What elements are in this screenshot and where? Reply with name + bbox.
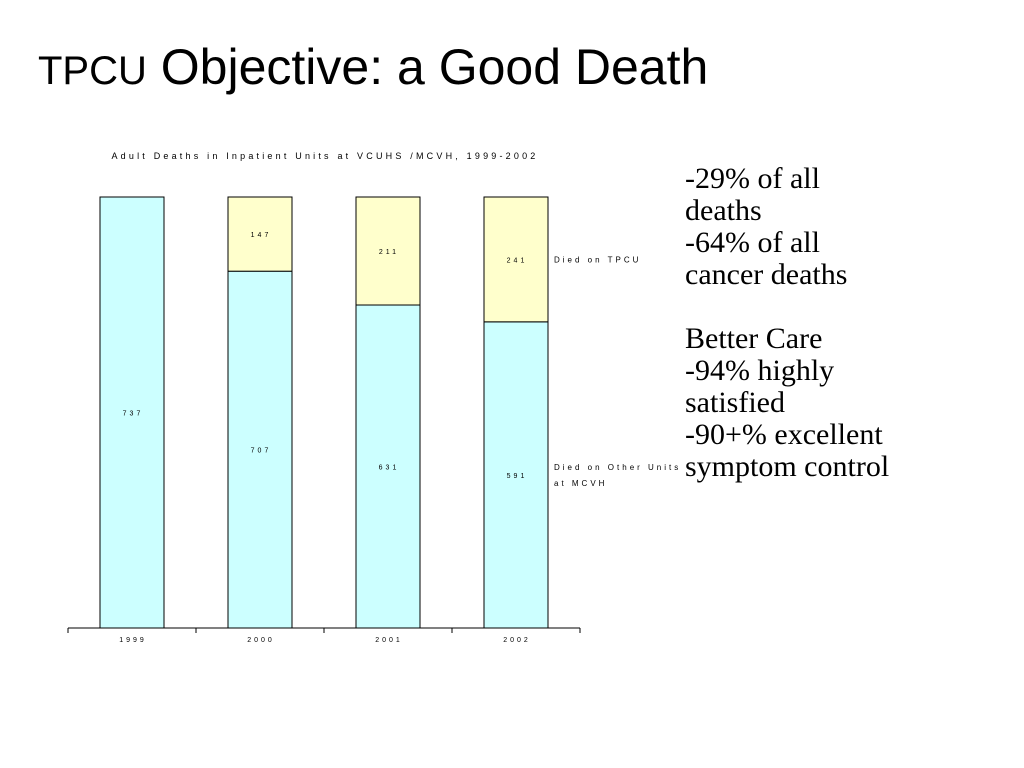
- notes-line: -29% of all: [685, 162, 820, 195]
- notes-text: -29% of all deaths -64% of all cancer death…: [685, 163, 1005, 483]
- bar-segment: [227, 270, 293, 629]
- x-tick-label: 2000: [247, 637, 275, 644]
- notes-line: -94% highly: [685, 354, 835, 387]
- notes-line: -90+% excellent: [685, 418, 883, 451]
- x-tick-label: 2002: [503, 637, 531, 644]
- data-label: 241: [507, 257, 528, 264]
- legend-layer: Died on Other Units at MCVH Died on TPCU: [554, 255, 681, 488]
- data-label: 211: [379, 249, 399, 256]
- title-main: Objective: a Good Death: [146, 39, 709, 95]
- labels-layer: 737 707 147 631 211 591 241: [123, 232, 528, 480]
- bar-segment: [355, 196, 421, 306]
- notes-line: -64% of all: [685, 226, 820, 259]
- notes-line: deaths: [685, 194, 762, 227]
- title-prefix: TPCU: [38, 49, 147, 93]
- bars-layer: [99, 196, 549, 629]
- notes-line: symptom control: [685, 450, 890, 483]
- legend-label: at MCVH: [554, 479, 607, 488]
- data-label: 737: [123, 411, 144, 418]
- chart-title: Adult Deaths in Inpatient Units at VCUHS…: [111, 151, 538, 161]
- slide-title: TPCU Objective: a Good Death: [38, 38, 708, 96]
- x-tick-label: 2001: [375, 637, 403, 644]
- x-tick-label: 1999: [119, 637, 147, 644]
- legend-label: Died on TPCU: [554, 255, 641, 264]
- bar-segment: [483, 196, 549, 323]
- legend-label: Died on Other Units: [554, 463, 681, 472]
- bar-segment: [355, 304, 421, 629]
- data-label: 147: [251, 232, 272, 239]
- bar-segment: [99, 196, 165, 629]
- notes-line: satisfied: [685, 386, 785, 419]
- notes-line: Better Care: [685, 322, 823, 355]
- bar-segment: [483, 321, 549, 629]
- bar-segment: [227, 196, 293, 272]
- notes-line: cancer deaths: [685, 258, 848, 291]
- notes-spacer: [685, 291, 1005, 323]
- data-label: 591: [507, 473, 528, 480]
- axis-layer: 1999 2000 2001 2002: [67, 628, 581, 644]
- data-label: 707: [251, 448, 272, 455]
- data-label: 631: [379, 465, 400, 472]
